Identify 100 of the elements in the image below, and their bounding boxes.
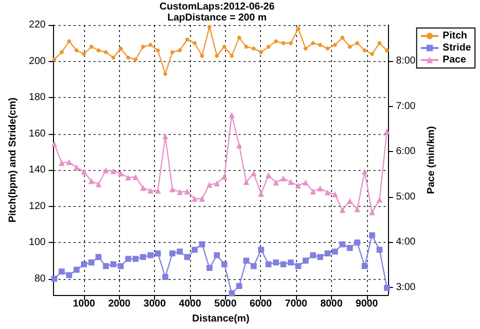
point	[250, 263, 257, 270]
y2-tick-label: 8:00	[396, 56, 416, 67]
x-tick-label: 7000	[284, 298, 308, 310]
point	[118, 46, 123, 51]
point	[140, 184, 146, 191]
x-tick-label: 9000	[356, 298, 378, 310]
point	[192, 196, 198, 202]
point	[310, 252, 316, 258]
point	[281, 41, 286, 46]
chart-subtitle: LapDistance = 200 m	[167, 12, 267, 24]
y-tick-label: 100	[28, 237, 46, 248]
point	[296, 26, 300, 31]
point	[88, 259, 94, 266]
x-tick-label: 2000	[108, 298, 131, 310]
point	[311, 41, 316, 46]
point	[228, 112, 235, 118]
point	[74, 266, 80, 273]
point	[384, 48, 389, 52]
point	[317, 254, 324, 260]
point	[318, 42, 322, 47]
point	[355, 41, 360, 46]
point	[111, 56, 116, 60]
point	[82, 52, 86, 56]
point	[170, 50, 174, 54]
legend-label: Pitch	[442, 30, 468, 42]
point	[266, 261, 272, 268]
point	[89, 44, 94, 49]
point	[332, 191, 338, 198]
point	[169, 250, 176, 256]
point	[274, 39, 278, 44]
point	[200, 54, 204, 58]
point	[80, 261, 87, 268]
point	[243, 258, 250, 264]
point	[199, 241, 206, 248]
point	[67, 39, 72, 44]
point	[104, 50, 108, 54]
point	[354, 206, 360, 212]
point	[147, 188, 154, 194]
point	[141, 44, 146, 49]
point	[288, 178, 294, 185]
point	[148, 42, 152, 47]
point	[302, 179, 309, 186]
point	[369, 209, 376, 216]
point	[384, 128, 390, 134]
point	[317, 185, 324, 192]
point	[376, 246, 383, 253]
point	[280, 175, 286, 182]
x-tick-label: 1000	[72, 298, 96, 310]
legend-label: Stride	[442, 42, 472, 54]
point	[252, 46, 256, 51]
point	[154, 188, 161, 194]
point	[378, 41, 382, 46]
point	[272, 179, 279, 186]
x-tick-label: 8000	[320, 298, 343, 310]
point	[324, 250, 331, 256]
point	[243, 178, 250, 185]
x-tick-label: 6000	[250, 298, 272, 310]
point	[237, 36, 242, 40]
point	[118, 170, 124, 176]
point	[207, 24, 212, 29]
point	[206, 182, 212, 188]
point	[147, 252, 154, 258]
point	[192, 41, 197, 46]
point	[288, 259, 294, 266]
point	[60, 50, 64, 54]
point	[132, 174, 139, 180]
point	[66, 272, 72, 278]
point	[126, 56, 130, 60]
y2-tick-label: 4:00	[396, 236, 416, 248]
point	[110, 261, 116, 268]
point	[192, 246, 198, 253]
point	[339, 241, 346, 248]
point	[346, 198, 353, 204]
point	[369, 232, 376, 238]
point	[228, 290, 235, 296]
point	[132, 256, 139, 262]
point	[206, 264, 212, 271]
point	[95, 181, 102, 188]
point	[214, 180, 220, 186]
point	[370, 52, 374, 56]
point	[346, 244, 353, 251]
y2-tick-label: 7:00	[396, 100, 416, 112]
point	[362, 168, 368, 175]
point	[230, 54, 234, 58]
x-tick-label: 5000	[214, 298, 237, 310]
point	[80, 168, 87, 175]
y-tick-label: 220	[28, 20, 46, 30]
point	[221, 261, 228, 268]
point	[140, 254, 146, 260]
point	[51, 140, 58, 147]
point	[74, 164, 80, 171]
point	[266, 44, 271, 49]
point	[326, 46, 330, 51]
point	[339, 207, 346, 214]
point	[154, 250, 161, 256]
point	[162, 133, 168, 140]
point	[302, 258, 309, 264]
x-tick-label: 3000	[144, 298, 166, 310]
point	[125, 256, 132, 262]
point	[134, 57, 138, 62]
